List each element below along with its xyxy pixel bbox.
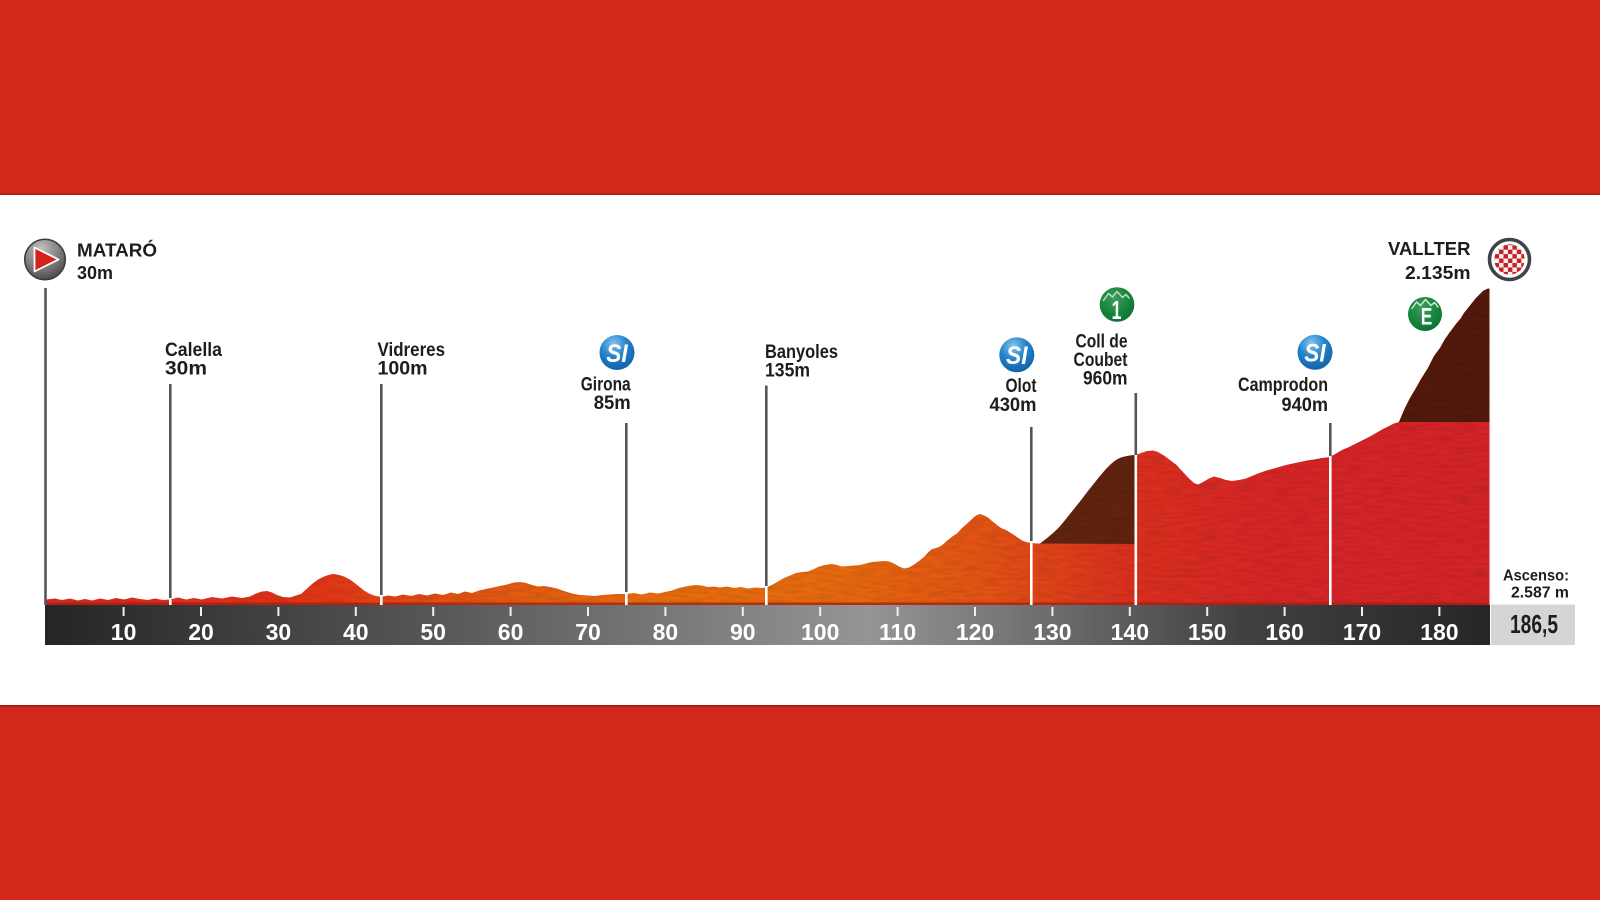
svg-text:960m: 960m bbox=[1083, 369, 1128, 390]
svg-text:VALLTER: VALLTER bbox=[1388, 238, 1471, 259]
svg-text:120: 120 bbox=[956, 619, 994, 645]
svg-text:186,5: 186,5 bbox=[1510, 609, 1558, 639]
svg-text:70: 70 bbox=[575, 619, 601, 645]
svg-text:20: 20 bbox=[188, 619, 214, 645]
svg-text:60: 60 bbox=[498, 619, 524, 645]
svg-text:1: 1 bbox=[1112, 295, 1122, 325]
svg-text:Girona: Girona bbox=[581, 375, 631, 396]
svg-text:2.587 m: 2.587 m bbox=[1511, 585, 1569, 602]
svg-text:40: 40 bbox=[343, 619, 369, 645]
svg-text:30m: 30m bbox=[165, 359, 207, 380]
svg-text:2.135m: 2.135m bbox=[1405, 262, 1471, 283]
svg-text:SI: SI bbox=[1006, 342, 1028, 370]
svg-text:100m: 100m bbox=[378, 359, 428, 380]
svg-text:Banyoles: Banyoles bbox=[765, 342, 838, 363]
svg-text:130: 130 bbox=[1033, 619, 1071, 645]
svg-text:140: 140 bbox=[1111, 619, 1149, 645]
svg-text:Vidreres: Vidreres bbox=[378, 340, 446, 361]
svg-text:135m: 135m bbox=[765, 361, 810, 382]
svg-text:Olot: Olot bbox=[1006, 376, 1038, 397]
svg-text:Calella: Calella bbox=[165, 340, 222, 361]
svg-text:50: 50 bbox=[420, 619, 446, 645]
svg-text:10: 10 bbox=[111, 619, 137, 645]
svg-text:Camprodon: Camprodon bbox=[1238, 375, 1328, 396]
svg-text:SI: SI bbox=[1304, 340, 1326, 368]
svg-text:430m: 430m bbox=[990, 395, 1037, 416]
svg-text:160: 160 bbox=[1265, 619, 1303, 645]
svg-text:30m: 30m bbox=[77, 262, 113, 283]
svg-text:170: 170 bbox=[1343, 619, 1381, 645]
svg-text:Coll de: Coll de bbox=[1076, 332, 1128, 353]
svg-text:100: 100 bbox=[801, 619, 839, 645]
svg-text:150: 150 bbox=[1188, 619, 1226, 645]
svg-text:940m: 940m bbox=[1282, 395, 1329, 416]
svg-text:SI: SI bbox=[606, 340, 628, 368]
svg-text:MATARÓ: MATARÓ bbox=[77, 240, 157, 261]
svg-text:85m: 85m bbox=[594, 393, 631, 414]
svg-text:180: 180 bbox=[1420, 619, 1458, 645]
svg-text:80: 80 bbox=[653, 619, 679, 645]
svg-text:Ascenso:: Ascenso: bbox=[1503, 568, 1569, 585]
svg-text:30: 30 bbox=[266, 619, 292, 645]
svg-text:E: E bbox=[1421, 304, 1433, 331]
svg-text:110: 110 bbox=[879, 619, 916, 645]
svg-text:Coubet: Coubet bbox=[1074, 350, 1129, 371]
svg-text:90: 90 bbox=[730, 619, 756, 645]
